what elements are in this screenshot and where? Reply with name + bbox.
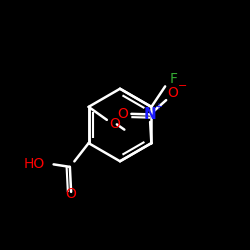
Text: O: O xyxy=(117,107,128,121)
Text: N: N xyxy=(144,107,156,122)
Text: HO: HO xyxy=(24,158,45,172)
Text: O: O xyxy=(167,86,178,100)
Text: O: O xyxy=(109,117,120,131)
Text: O: O xyxy=(66,188,76,202)
Text: F: F xyxy=(170,72,177,86)
Text: −: − xyxy=(178,81,187,91)
Text: +: + xyxy=(154,102,162,112)
